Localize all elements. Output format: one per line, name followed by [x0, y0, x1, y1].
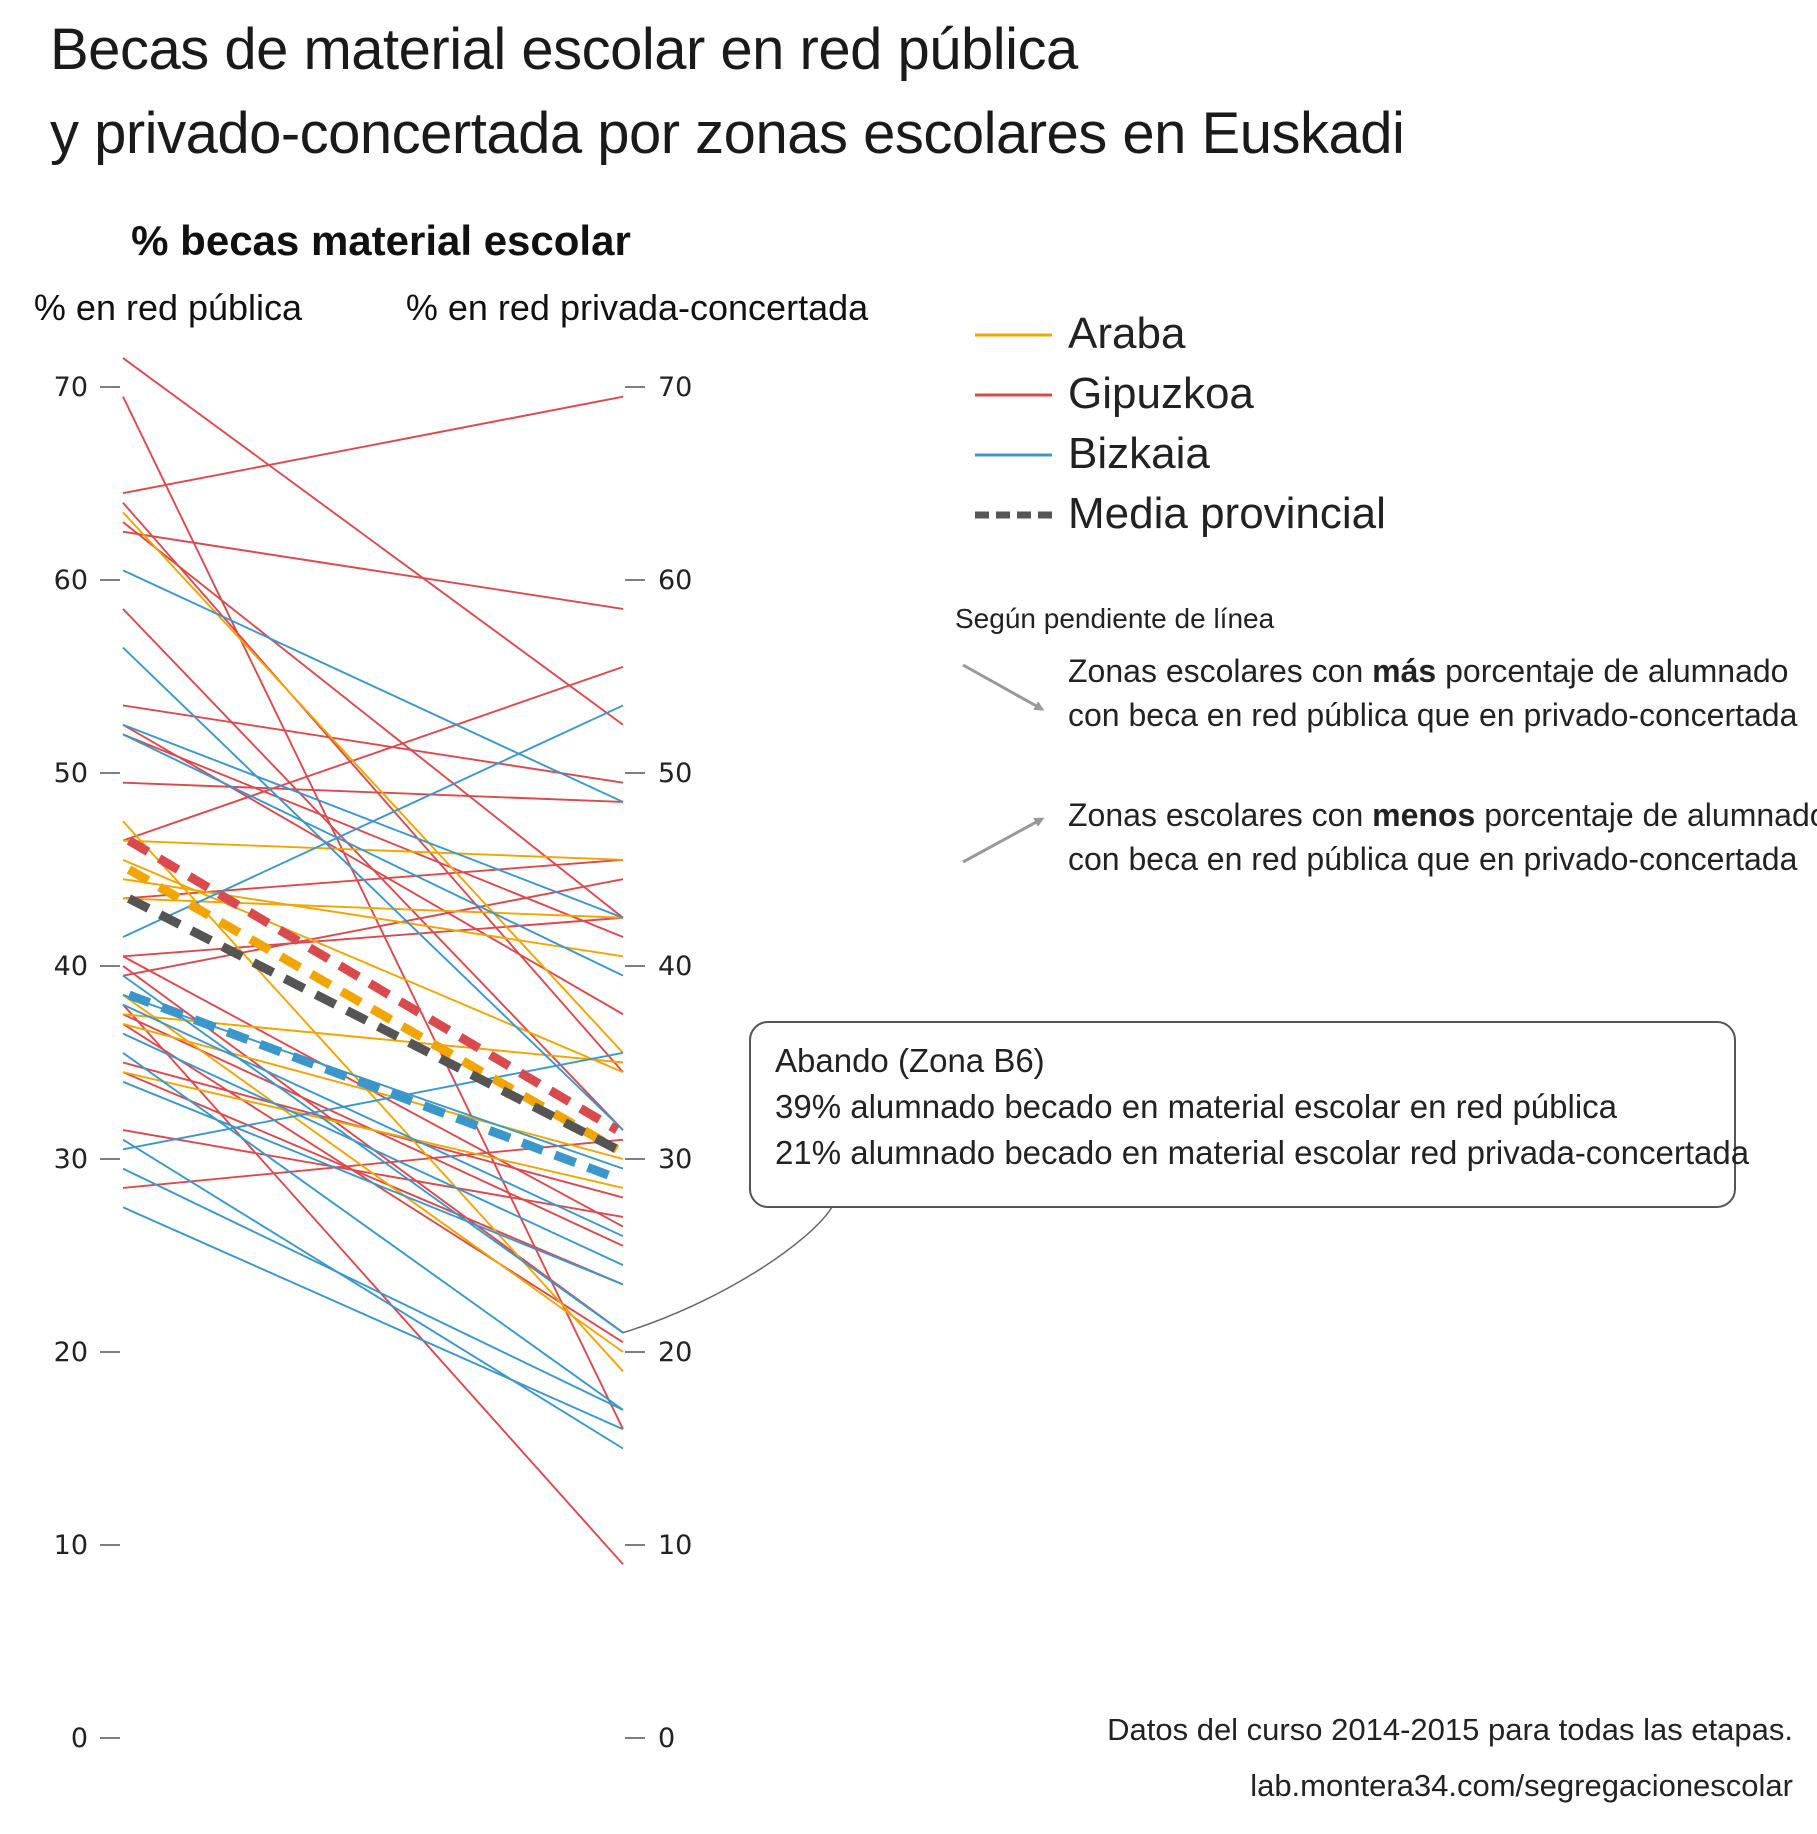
- zone-line-gipuzkoa: [122, 723, 624, 1016]
- right-tick-label: 70: [658, 372, 692, 403]
- zone-line-gipuzkoa: [122, 530, 624, 610]
- footer-source-note: Datos del curso 2014-2015 para todas las…: [1107, 1712, 1793, 1747]
- slope-legend-down-line-2: con beca en red pública que en privado-c…: [1068, 697, 1798, 733]
- left-tick-label: 40: [54, 951, 88, 982]
- zone-line-gipuzkoa: [122, 521, 624, 919]
- slope-legend-up-line-1: Zonas escolares con menos porcentaje de …: [1068, 797, 1817, 833]
- mean-line-total: [126, 894, 620, 1154]
- right-tick-label: 50: [658, 758, 692, 789]
- left-tick-label: 30: [54, 1144, 88, 1175]
- zone-line-gipuzkoa: [122, 396, 624, 1430]
- zone-line-gipuzkoa: [122, 502, 624, 1073]
- zone-line-araba: [122, 858, 624, 1074]
- chart-title-line-2: y privado-concertada por zonas escolares…: [50, 101, 1405, 166]
- zone-line-bizkaia: [122, 1206, 624, 1431]
- zone-line-bizkaia: [122, 1167, 624, 1411]
- zone-line-gipuzkoa: [122, 878, 624, 977]
- left-tick-label: 60: [54, 565, 88, 596]
- legend-label-araba: Araba: [1068, 309, 1186, 358]
- mean-line-gipuzkoa: [126, 836, 620, 1134]
- right-tick-label: 30: [658, 1144, 692, 1175]
- zone-line-gipuzkoa: [122, 733, 624, 938]
- right-tick-label: 0: [658, 1723, 675, 1754]
- zone-line-araba: [122, 878, 624, 958]
- zone-line-araba: [122, 897, 624, 919]
- right-tick-label: 40: [658, 951, 692, 982]
- mean-lines: [126, 836, 620, 1183]
- legend-label-media: Media provincial: [1068, 489, 1386, 538]
- mean-line-bizkaia: [127, 990, 619, 1183]
- slope-legend-up-line-2: con beca en red pública que en privado-c…: [1068, 841, 1798, 877]
- footer-url: lab.montera34.com/segregacionescolar: [1250, 1768, 1793, 1803]
- left-tick-label: 70: [54, 372, 88, 403]
- zone-line-gipuzkoa: [122, 1071, 624, 1286]
- right-tick-label: 60: [658, 565, 692, 596]
- annotation-title: Abando (Zona B6): [775, 1042, 1045, 1079]
- zone-lines: [122, 357, 624, 1565]
- zone-line-bizkaia: [122, 1051, 624, 1151]
- legend-label-bizkaia: Bizkaia: [1068, 429, 1210, 478]
- left-axis-label: % en red pública: [34, 287, 303, 328]
- zone-line-bizkaia: [122, 733, 624, 977]
- annotation-connector: [622, 1206, 833, 1334]
- zone-line-bizkaia: [122, 1080, 624, 1286]
- right-tick-label: 20: [658, 1337, 692, 1368]
- right-tick-label: 10: [658, 1530, 692, 1561]
- legend: Araba Gipuzkoa Bizkaia Media provincial: [975, 309, 1386, 538]
- annotation-line-2: 21% alumnado becado en material escolar …: [775, 1134, 1750, 1171]
- legend-label-gipuzkoa: Gipuzkoa: [1068, 369, 1254, 418]
- left-tick-label: 0: [71, 1723, 88, 1754]
- zone-line-gipuzkoa: [122, 1003, 624, 1565]
- up-arrow-icon: [962, 817, 1045, 864]
- left-tick-label: 50: [54, 758, 88, 789]
- chart-subtitle: % becas material escolar: [131, 217, 631, 264]
- zone-line-gipuzkoa: [122, 665, 624, 842]
- zone-line-bizkaia: [122, 1138, 624, 1450]
- zone-line-gipuzkoa: [122, 916, 624, 958]
- zone-line-araba: [122, 511, 624, 1054]
- annotation-line-1: 39% alumnado becado en material escolar …: [775, 1088, 1618, 1125]
- zone-line-bizkaia: [122, 1032, 624, 1267]
- zone-line-bizkaia: [122, 704, 624, 938]
- left-tick-label: 20: [54, 1337, 88, 1368]
- zone-line-gipuzkoa: [122, 395, 624, 495]
- zone-line-araba: [122, 1071, 624, 1189]
- zone-line-gipuzkoa: [122, 781, 624, 803]
- zone-line-bizkaia: [122, 1052, 624, 1411]
- slope-legend: Según pendiente de línea Zonas escolares…: [955, 603, 1817, 877]
- zone-line-bizkaia: [122, 646, 624, 1131]
- left-axis-ticks: 0 10 20 30 40 50 60 70: [54, 372, 120, 1754]
- slope-legend-title: Según pendiente de línea: [955, 603, 1275, 634]
- left-tick-label: 10: [54, 1530, 88, 1561]
- right-axis-ticks: 0 10 20 30 40 50 60 70: [625, 372, 692, 1754]
- zone-line-araba: [122, 1022, 624, 1160]
- slope-legend-down-line-1: Zonas escolares con más porcentaje de al…: [1068, 653, 1788, 689]
- zone-line-gipuzkoa: [122, 704, 624, 784]
- down-arrow-icon: [962, 663, 1045, 711]
- zone-line-bizkaia: [122, 974, 624, 1334]
- zone-line-araba: [122, 839, 624, 861]
- right-axis-label: % en red privada-concertada: [406, 287, 869, 328]
- zone-line-gipuzkoa: [122, 357, 624, 726]
- annotation-box: [749, 1021, 1736, 1208]
- zone-line-gipuzkoa: [122, 1138, 624, 1189]
- chart-title-line-1: Becas de material escolar en red pública: [50, 17, 1078, 82]
- zone-line-bizkaia: [122, 1003, 624, 1238]
- zone-line-bizkaia: [122, 569, 624, 803]
- zone-line-araba: [122, 994, 624, 1353]
